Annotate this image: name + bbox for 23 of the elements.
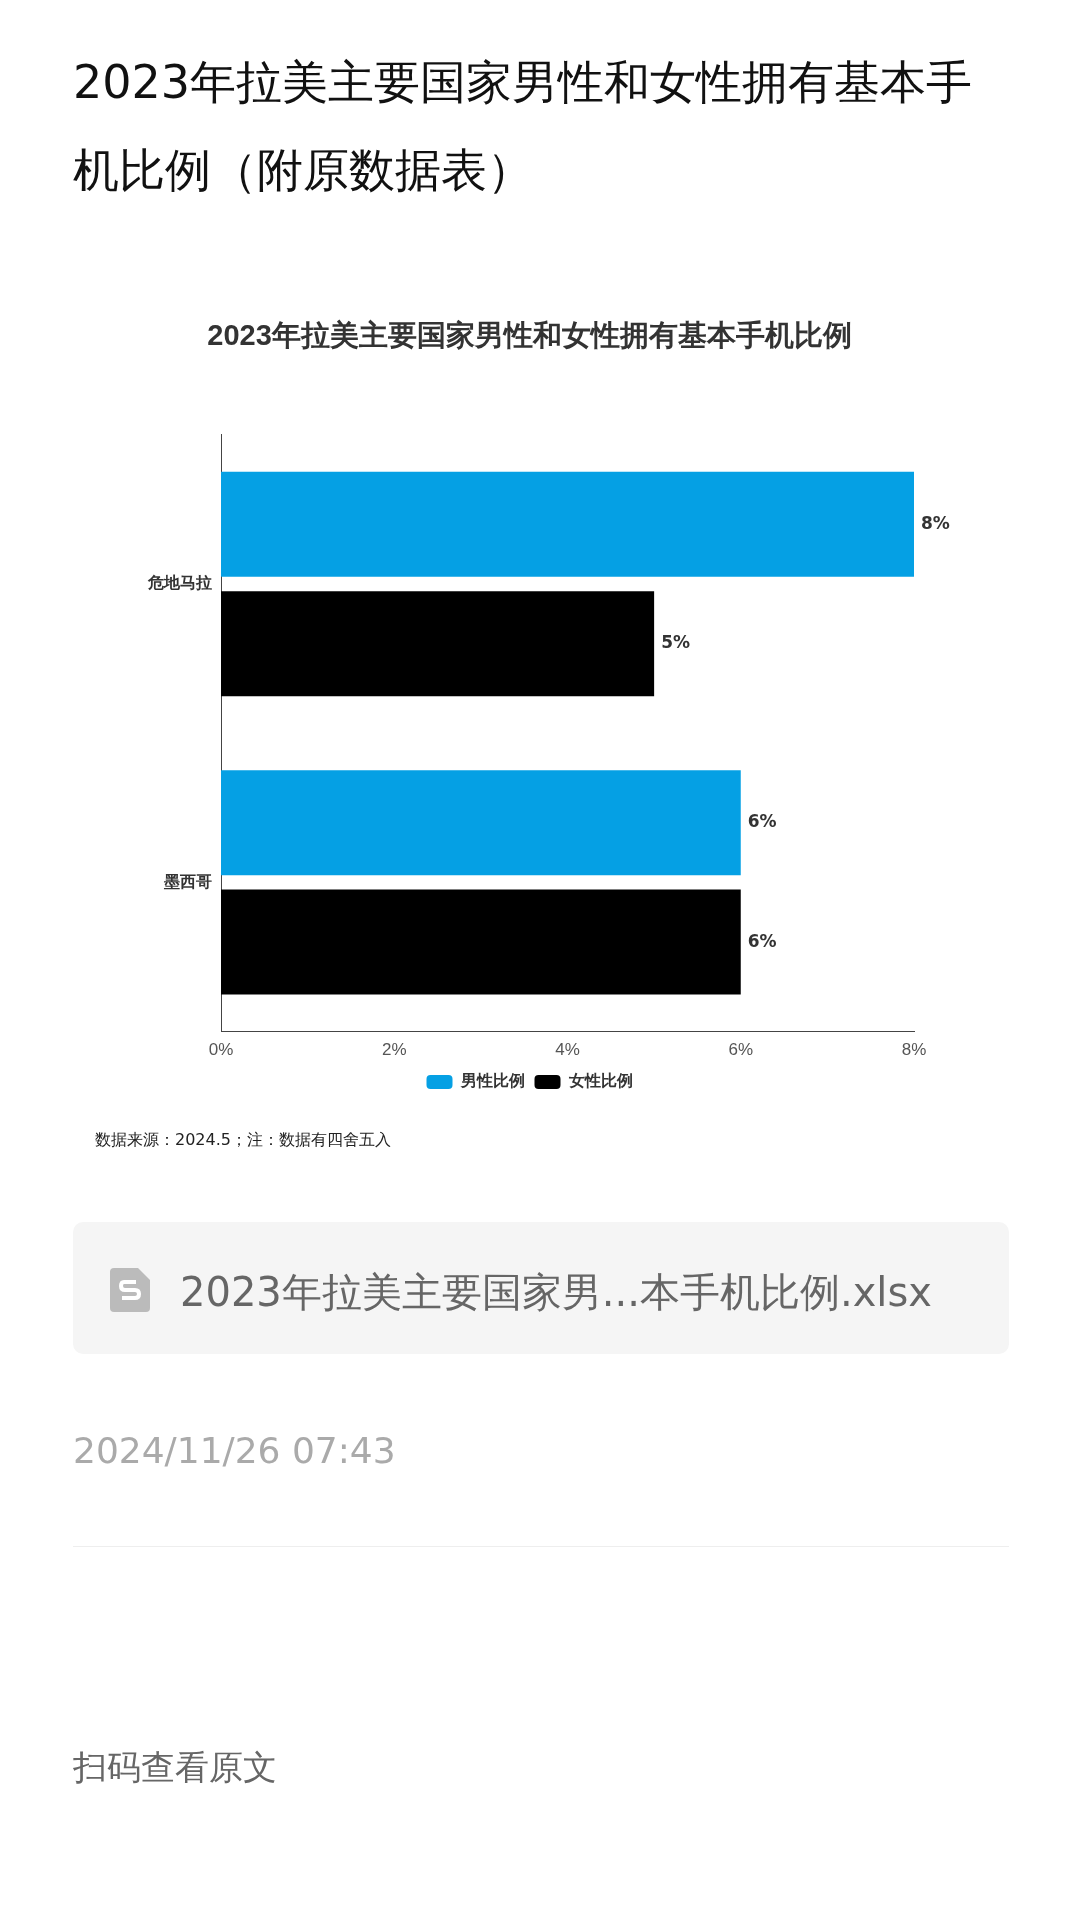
bar [221,889,741,995]
legend-label: 男性比例 [459,1072,525,1090]
y-tick-label: 危地马拉 [147,574,212,592]
text: 2023年拉美主要国家男...本手机比例.xlsx [180,1268,932,1317]
text: 扫码查看原文 [73,1746,277,1789]
data-label: 6% [747,811,777,832]
data-label: 6% [747,930,777,951]
x-tick-label: 4% [555,1040,580,1060]
x-tick-label: 0% [208,1040,234,1060]
bar [221,591,655,697]
bar [221,770,741,876]
chart-title: 2023年拉美主要国家男性和女性拥有基本手机比例 [207,319,852,352]
x-tick-label: 2% [381,1040,407,1060]
legend-label: 女性比例 [567,1072,633,1090]
y-tick-label: 墨西哥 [163,872,212,890]
x-tick-label: 8% [901,1040,927,1060]
data-label: 5% [661,632,690,653]
bar [221,471,914,577]
text: 2024/11/26 07:43 [73,1430,396,1471]
source-note: 数据来源：2024.5；注：数据有四舍五入 [95,1130,391,1151]
x-tick-label: 6% [728,1040,754,1060]
text: 2023年拉美主要国家男性和女性拥有基本手机比例（附原数据表） [73,54,974,199]
data-label: 8% [921,512,950,533]
